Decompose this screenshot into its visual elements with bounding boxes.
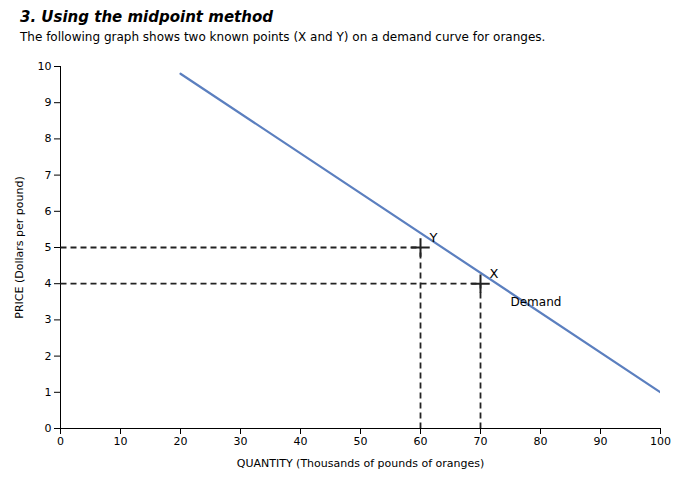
svg-text:10: 10 (38, 60, 52, 73)
svg-text:80: 80 (534, 435, 548, 448)
svg-text:0: 0 (45, 422, 52, 435)
svg-text:5: 5 (45, 241, 52, 254)
svg-text:9: 9 (45, 96, 52, 109)
svg-text:6: 6 (45, 205, 52, 218)
svg-text:10: 10 (114, 435, 128, 448)
svg-text:1: 1 (45, 386, 52, 399)
svg-text:30: 30 (234, 435, 248, 448)
svg-text:4: 4 (45, 277, 52, 290)
svg-text:0: 0 (57, 435, 64, 448)
svg-text:2: 2 (45, 350, 52, 363)
svg-text:20: 20 (174, 435, 188, 448)
svg-text:40: 40 (294, 435, 308, 448)
svg-text:50: 50 (354, 435, 368, 448)
svg-text:X: X (490, 266, 499, 281)
svg-text:90: 90 (594, 435, 608, 448)
svg-text:PRICE (Dollars per pound): PRICE (Dollars per pound) (13, 176, 26, 318)
svg-text:QUANTITY (Thousands of pounds: QUANTITY (Thousands of pounds of oranges… (237, 457, 485, 470)
svg-text:Y: Y (429, 230, 438, 245)
html-text:The following graph shows two: The following graph shows two known poin… (20, 30, 546, 44)
svg-text:100: 100 (650, 435, 671, 448)
svg-text:7: 7 (45, 169, 52, 182)
svg-text:3: 3 (45, 313, 52, 326)
svg-text:70: 70 (474, 435, 488, 448)
svg-text:60: 60 (414, 435, 428, 448)
svg-text:8: 8 (45, 132, 52, 145)
html-text:3. Using the midpoint method: 3. Using the midpoint method (20, 8, 273, 26)
svg-text:Demand: Demand (511, 295, 562, 309)
